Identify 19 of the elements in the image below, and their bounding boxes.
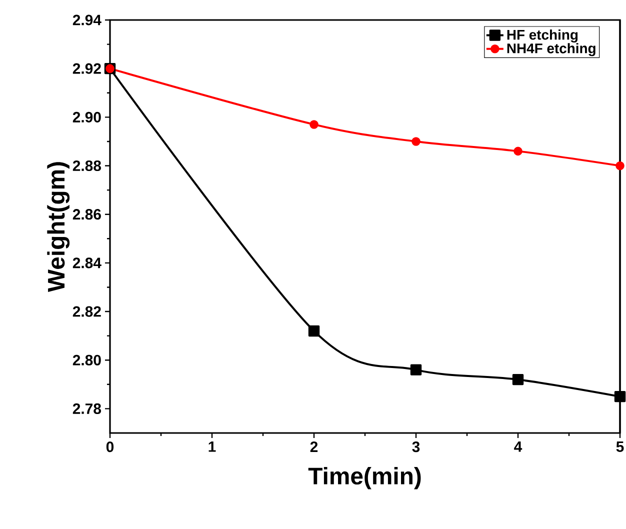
y-tick-label: 2.80 bbox=[72, 354, 101, 366]
x-tick-label: 3 bbox=[412, 442, 420, 452]
x-tick-label: 0 bbox=[106, 442, 114, 452]
x-tick-label: 5 bbox=[616, 442, 624, 452]
y-axis-title: Weight(gm) bbox=[47, 162, 70, 292]
x-tick-label: 4 bbox=[514, 442, 522, 452]
legend-label: NH4F etching bbox=[507, 43, 596, 56]
x-tick-label: 1 bbox=[208, 442, 216, 452]
y-tick-label: 2.94 bbox=[72, 14, 102, 26]
y-tick-label: 2.78 bbox=[72, 403, 102, 414]
y-tick-label: 2.92 bbox=[72, 63, 101, 74]
x-tick-label: 2 bbox=[310, 442, 318, 452]
y-tick-label: 2.82 bbox=[72, 306, 101, 317]
y-tick-label: 2.90 bbox=[72, 112, 101, 122]
y-tick-label: 2.84 bbox=[72, 258, 102, 268]
y-tick-label: 2.88 bbox=[72, 160, 102, 172]
y-tick-label: 2.86 bbox=[72, 209, 101, 220]
x-axis-title: Time(min) bbox=[308, 466, 421, 490]
legend-label: HF etching bbox=[507, 29, 578, 43]
